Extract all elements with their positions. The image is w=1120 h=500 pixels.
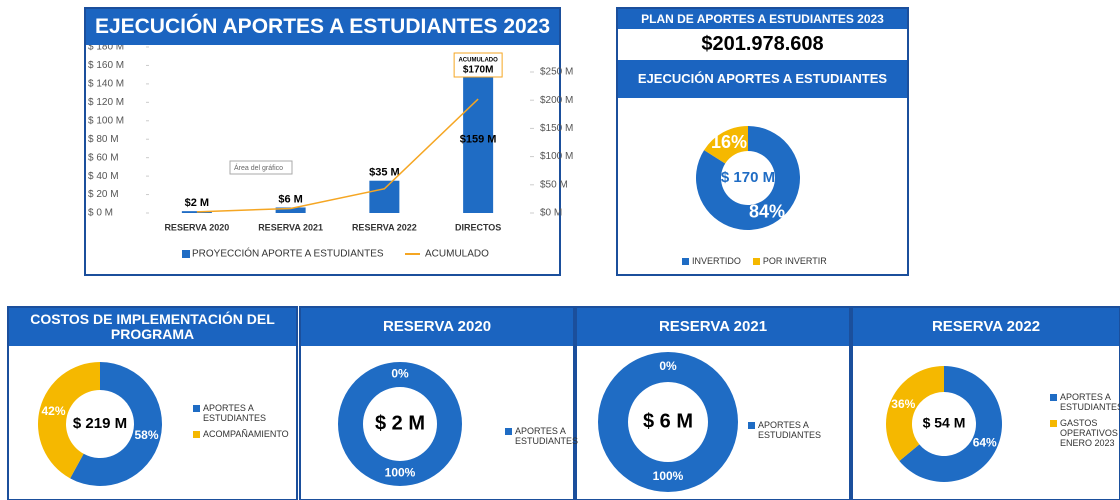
chart-title: RESERVA 2021 [577, 308, 849, 346]
legend-label: ACUMULADO [425, 249, 489, 260]
data-label: 16% [711, 132, 747, 152]
x-tick-label: RESERVA 2021 [258, 222, 323, 232]
legend-label: PROYECCIÓN APORTE A ESTUDIANTES [192, 247, 384, 260]
chart-title: RESERVA 2022 [853, 308, 1119, 346]
legend: APORTES A ESTUDIANTES GASTOS OPERATIVOS E… [1050, 392, 1120, 454]
data-label: 64% [973, 435, 997, 449]
data-label: $35 M [369, 167, 400, 179]
chart-title: COSTOS DE IMPLEMENTACIÓN DEL PROGRAMA [9, 308, 296, 346]
y-tick-label: $ 140 M [88, 79, 124, 90]
data-label: 100% [385, 466, 416, 480]
donut-slice [704, 126, 748, 164]
donut-slice [70, 362, 162, 486]
data-label: 58% [134, 428, 158, 442]
plan-title: PLAN DE APORTES A ESTUDIANTES 2023 [618, 9, 907, 29]
y2-tick-label: $100 M [540, 151, 573, 162]
data-label: 0% [659, 359, 677, 373]
x-tick-label: RESERVA 2022 [352, 222, 417, 232]
y-tick-label: $ 80 M [88, 134, 119, 145]
legend-label: APORTES A ESTUDIANTES [758, 420, 822, 440]
y2-tick-label: $150 M [540, 123, 573, 134]
bar [275, 207, 306, 213]
chart-title: EJECUCIÓN APORTES A ESTUDIANTES [618, 60, 907, 98]
data-label: 100% [653, 469, 684, 483]
x-tick-label: DIRECTOS [455, 222, 501, 232]
y2-tick-label: $200 M [540, 95, 573, 106]
donut-slice [899, 366, 1003, 483]
y-tick-label: $ 40 M [88, 171, 119, 182]
legend-item: GASTOS OPERATIVOS ENERO 2023 [1050, 418, 1118, 448]
data-label: 36% [891, 397, 915, 411]
donut-slice [886, 366, 944, 461]
legend-swatch [682, 258, 689, 265]
y-tick-label: $ 0 M [88, 208, 113, 219]
chart-title: RESERVA 2020 [301, 308, 573, 346]
legend-swatch [1050, 394, 1057, 401]
donut-slice [37, 362, 100, 479]
donut-slice [598, 352, 738, 492]
data-label: 42% [41, 404, 65, 418]
y2-tick-label: $50 M [540, 179, 568, 190]
legend-label: APORTES A ESTUDIANTES [203, 403, 267, 423]
bar [369, 180, 400, 213]
chart-title: EJECUCIÓN APORTES A ESTUDIANTES 2023 [86, 9, 559, 45]
legend: APORTES A ESTUDIANTES [748, 420, 828, 446]
data-label: 0% [391, 367, 409, 381]
donut-slice [696, 126, 800, 231]
legend-swatch [748, 422, 755, 429]
legend-label: POR INVERTIR [762, 256, 827, 266]
y2-tick-label: $250 M [540, 67, 573, 78]
y-tick-label: $ 120 M [88, 97, 124, 108]
legend-item: APORTES A ESTUDIANTES [193, 403, 288, 423]
center-label: $ 6 M [643, 410, 693, 432]
legend-swatch [752, 258, 760, 265]
y-tick-label: $ 180 M [88, 42, 124, 53]
center-label: $ 54 M [923, 415, 966, 431]
legend: APORTES A ESTUDIANTES ACOMPAÑAMIENTO [193, 403, 289, 445]
data-label: 84% [749, 201, 785, 221]
legend-label: ACOMPAÑAMIENTO [203, 429, 289, 439]
annotation-box [229, 160, 293, 175]
legend-item: APORTES A ESTUDIANTES [748, 420, 828, 440]
legend-swatch [505, 428, 512, 435]
annotation: $170M [463, 65, 494, 76]
y-tick-label: $ 160 M [88, 60, 124, 71]
annotation: ACUMULADO [458, 58, 498, 64]
legend: APORTES A ESTUDIANTES [505, 426, 578, 452]
legend-item: APORTES A ESTUDIANTES [1050, 392, 1120, 412]
legend-swatch [193, 431, 200, 438]
data-label: $159 M [460, 134, 497, 146]
legend-item: ACOMPAÑAMIENTO [193, 429, 289, 439]
legend-label: GASTOS OPERATIVOS ENERO 2023 [1060, 418, 1118, 448]
plan-amount: $201.978.608 [701, 32, 824, 55]
center-label: $ 170 M [721, 169, 775, 186]
bar [181, 211, 212, 213]
center-label: $ 2 M [375, 412, 425, 434]
x-tick-label: RESERVA 2020 [164, 222, 229, 232]
y-tick-label: $ 20 M [88, 189, 119, 200]
legend-label: INVERTIDO [692, 256, 741, 266]
annotation-box [453, 52, 503, 78]
legend-swatch [182, 250, 190, 258]
data-label: $2 M [185, 197, 209, 209]
legend-item: POR INVERTIR [752, 256, 827, 266]
annotation: Área del gráfico [234, 163, 283, 172]
line [196, 98, 479, 213]
y-tick-label: $ 100 M [88, 115, 124, 126]
center-label: $ 219 M [73, 415, 127, 432]
legend-swatch [1050, 420, 1057, 427]
legend-label: APORTES A ESTUDIANTES [1060, 392, 1120, 412]
legend-item: INVERTIDO [682, 256, 741, 266]
y-tick-label: $ 60 M [88, 152, 119, 163]
data-label: $6 M [278, 193, 302, 205]
y2-tick-label: $0 M [540, 208, 562, 219]
legend: INVERTIDO POR INVERTIR [682, 256, 902, 272]
legend-label: APORTES A ESTUDIANTES [515, 426, 579, 446]
bar [463, 66, 494, 213]
legend-swatch [193, 405, 200, 412]
donut-slice [338, 362, 462, 486]
legend-item: APORTES A ESTUDIANTES [505, 426, 578, 446]
